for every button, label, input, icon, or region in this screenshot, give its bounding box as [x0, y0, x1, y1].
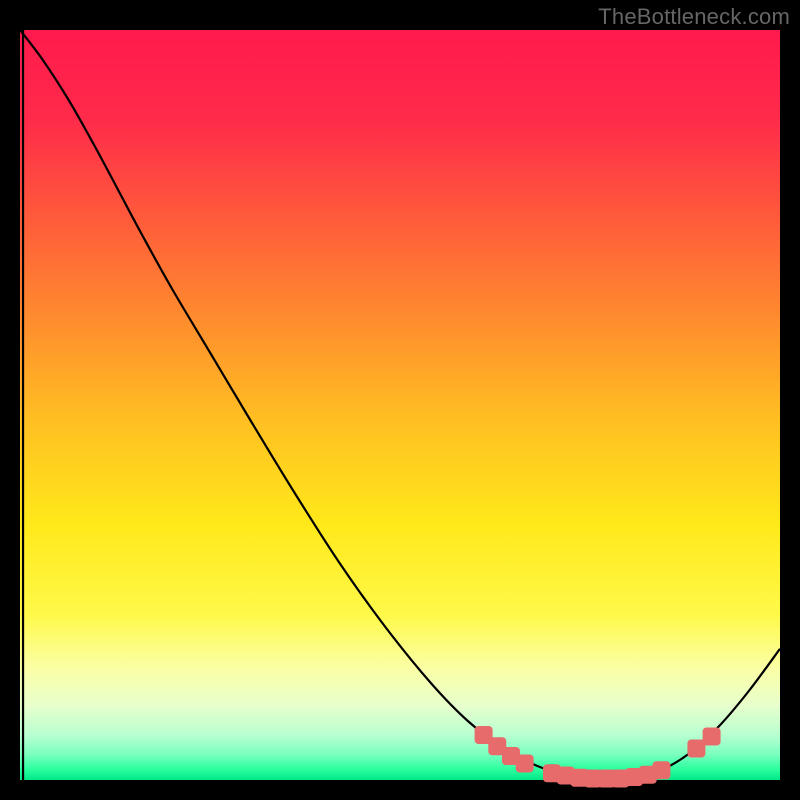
plot-gradient-background [20, 30, 780, 780]
bottleneck-chart [0, 0, 800, 800]
curve-marker [652, 761, 670, 779]
curve-marker [516, 755, 534, 773]
curve-marker [703, 728, 721, 746]
watermark-text: TheBottleneck.com [598, 4, 790, 30]
